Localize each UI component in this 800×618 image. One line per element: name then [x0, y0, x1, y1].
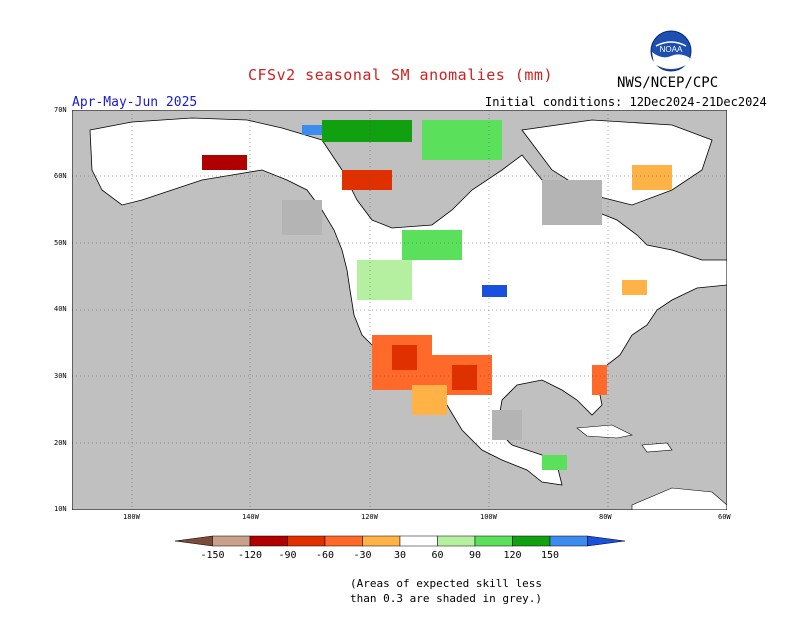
caribbean-islands [576, 424, 673, 453]
colorbar-cell [437, 535, 476, 547]
colorbar-cell [587, 535, 626, 547]
anomaly-map [72, 110, 727, 510]
lat-label: 70N [54, 106, 67, 114]
colorbar-tick-label: 90 [469, 550, 481, 561]
noaa-logo-text: NOAA [660, 45, 683, 54]
colorbar-tick-label: -120 [238, 550, 262, 561]
colorbar-tick-label: 60 [431, 550, 443, 561]
lat-label: 10N [54, 505, 67, 513]
footnote-line-2: than 0.3 are shaded in grey.) [350, 592, 543, 605]
colorbar-cell [324, 535, 363, 547]
map-title: CFSv2 seasonal SM anomalies (mm) [248, 66, 553, 84]
colorbar-tick-label: 150 [541, 550, 559, 561]
lon-label: 80W [599, 513, 612, 521]
colorbar-cell [474, 535, 513, 547]
graticule [72, 110, 727, 510]
lon-label: 100W [480, 513, 497, 521]
colorbar-cell [512, 535, 551, 547]
lat-label: 30N [54, 372, 67, 380]
lat-label: 60N [54, 172, 67, 180]
colorbar-cell [287, 535, 326, 547]
footnote-line-1: (Areas of expected skill less [350, 577, 543, 590]
organization-label: NWS/NCEP/CPC [617, 75, 719, 91]
lat-label: 40N [54, 305, 67, 313]
colorbar-cell [174, 535, 213, 547]
colorbar-cell [399, 535, 438, 547]
colorbar: -150 -120 -90 -60 -30 30 60 90 120 150 [174, 535, 626, 561]
colorbar-tick-label: 30 [394, 550, 406, 561]
initial-conditions-label: Initial conditions: 12Dec2024-21Dec2024 [485, 95, 767, 109]
colorbar-cell [249, 535, 288, 547]
anomaly-patches [202, 120, 672, 470]
colorbar-tick-label: -60 [316, 550, 334, 561]
lat-label: 20N [54, 439, 67, 447]
colorbar-cell [549, 535, 588, 547]
colorbar-cell [362, 535, 401, 547]
noaa-logo: NOAA [650, 30, 692, 72]
lon-label: 120W [361, 513, 378, 521]
lat-label: 50N [54, 239, 67, 247]
colorbar-tick-label: 120 [503, 550, 521, 561]
colorbar-tick-label: -150 [200, 550, 224, 561]
season-label: Apr-May-Jun 2025 [72, 95, 198, 110]
south-america-land [631, 487, 727, 510]
lon-label: 140W [242, 513, 259, 521]
lon-label: 60W [718, 513, 731, 521]
colorbar-tick-label: -30 [353, 550, 371, 561]
colorbar-cell [212, 535, 251, 547]
colorbar-tick-label: -90 [278, 550, 296, 561]
lon-label: 180W [123, 513, 140, 521]
